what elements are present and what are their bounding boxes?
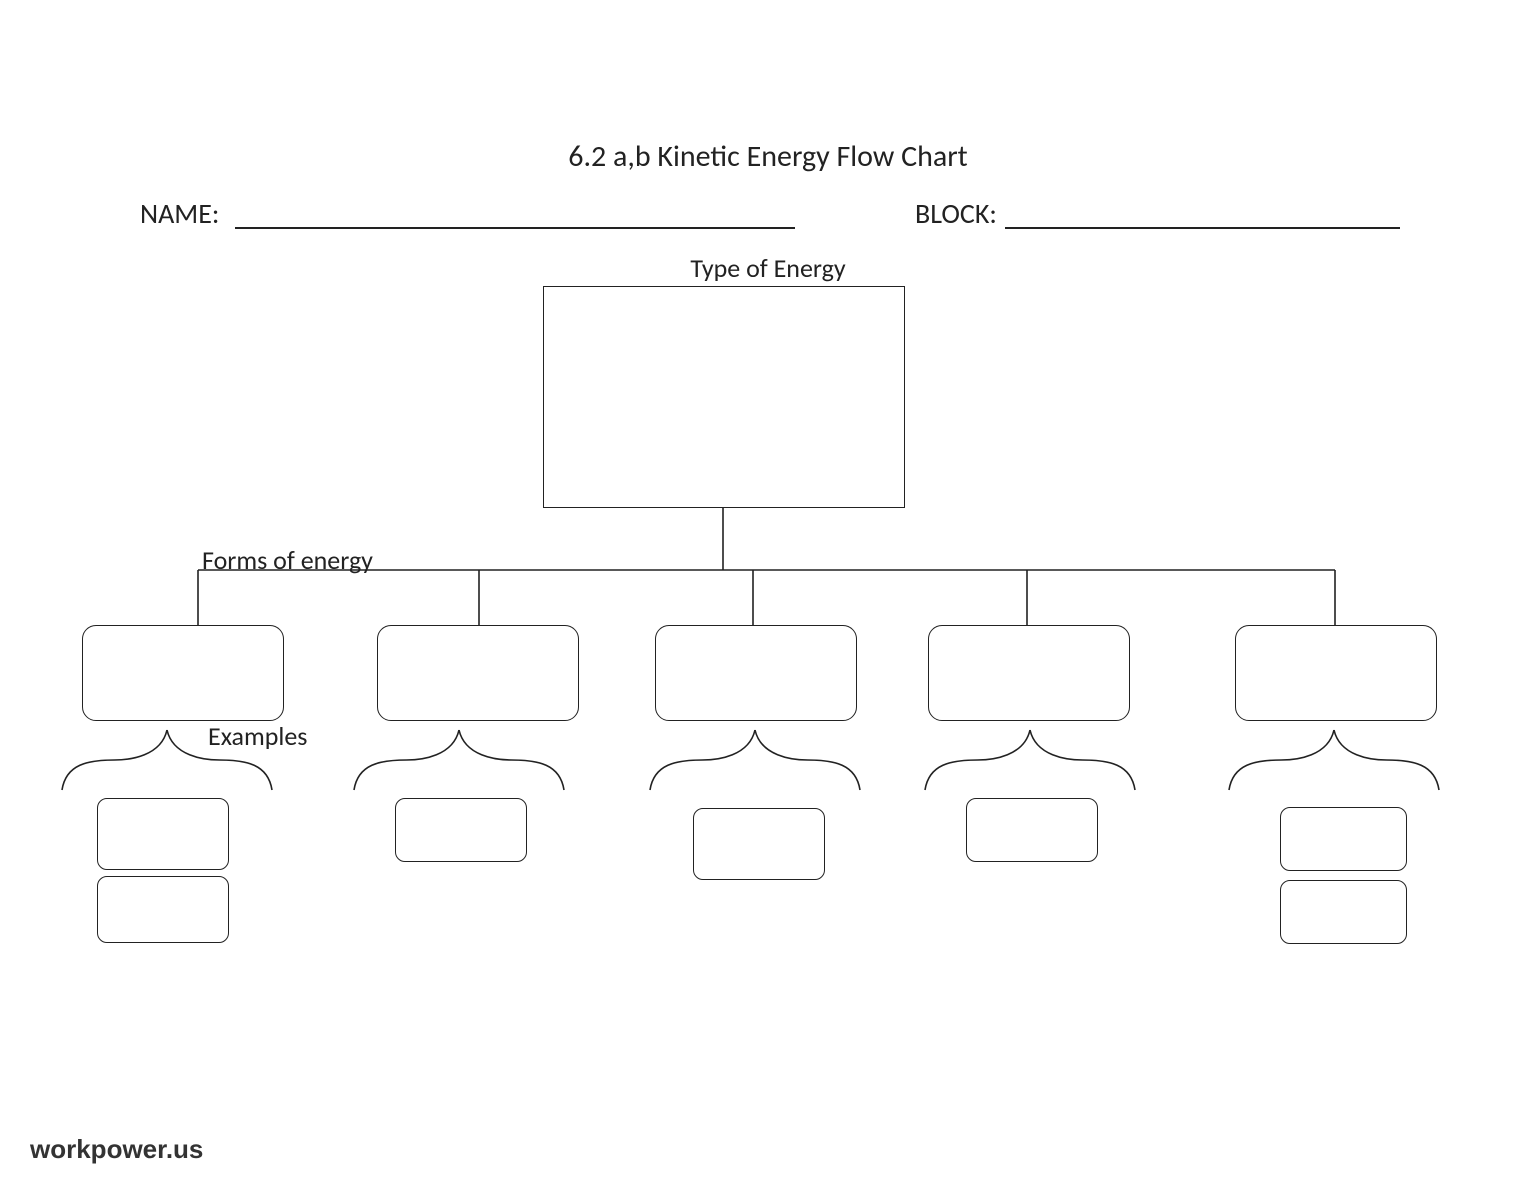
forms-box-1 bbox=[82, 625, 284, 721]
page-title: 6.2 a,b Kinetic Energy Flow Chart bbox=[0, 138, 1536, 175]
name-label: NAME: bbox=[140, 196, 219, 231]
heading-forms-of-energy: Forms of energy bbox=[202, 544, 373, 576]
connector-lines bbox=[0, 0, 1536, 1187]
example-box-1 bbox=[97, 798, 229, 870]
example-box-6 bbox=[1280, 807, 1407, 871]
worksheet-page: 6.2 a,b Kinetic Energy Flow Chart NAME: … bbox=[0, 0, 1536, 1187]
example-box-2 bbox=[97, 876, 229, 943]
forms-box-3 bbox=[655, 625, 857, 721]
name-underline bbox=[235, 227, 795, 229]
heading-examples: Examples bbox=[208, 720, 307, 752]
example-box-5 bbox=[966, 798, 1098, 862]
root-box bbox=[543, 286, 905, 508]
heading-type-of-energy: Type of Energy bbox=[0, 252, 1536, 284]
example-box-7 bbox=[1280, 880, 1407, 944]
block-underline bbox=[1005, 227, 1400, 229]
forms-box-4 bbox=[928, 625, 1130, 721]
forms-box-2 bbox=[377, 625, 579, 721]
footer-watermark: workpower.us bbox=[30, 1134, 203, 1165]
example-box-4 bbox=[693, 808, 825, 880]
example-box-3 bbox=[395, 798, 527, 862]
forms-box-5 bbox=[1235, 625, 1437, 721]
block-label: BLOCK: bbox=[915, 196, 997, 231]
